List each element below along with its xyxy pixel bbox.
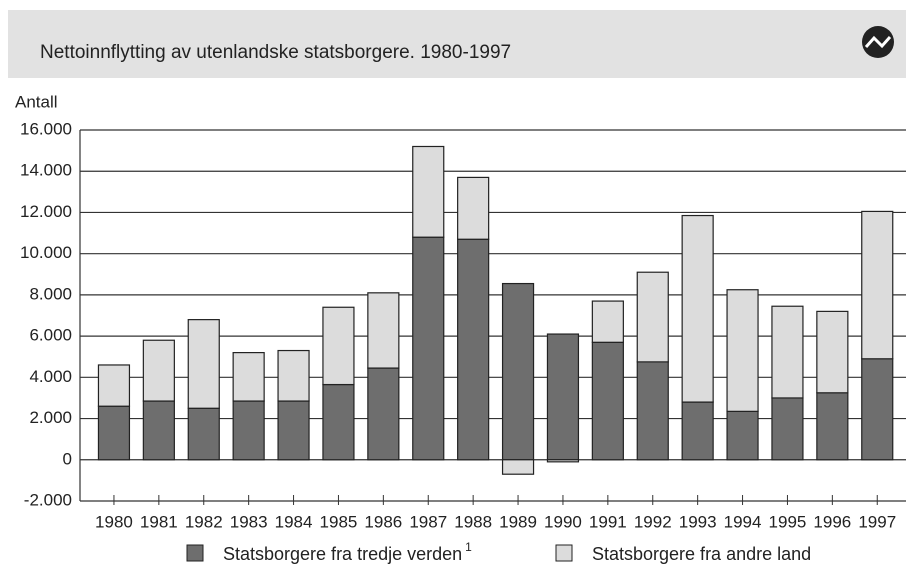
x-tick-label: 1988 xyxy=(454,512,492,531)
y-tick-label: 0 xyxy=(63,449,72,468)
bar-segment xyxy=(591,341,624,461)
bar-segment xyxy=(232,352,265,402)
bar-segment xyxy=(501,459,535,475)
bar-segment xyxy=(142,400,175,461)
y-tick-label: 2.000 xyxy=(29,408,72,427)
bar-segment xyxy=(636,271,669,363)
bar-segment xyxy=(367,367,400,461)
bar-segment xyxy=(681,401,714,461)
legend-footnote: 1 xyxy=(465,540,472,554)
x-tick-label: 1983 xyxy=(230,512,268,531)
bar-segment xyxy=(412,145,445,238)
bar-segment xyxy=(457,176,490,240)
x-tick-label: 1982 xyxy=(185,512,223,531)
logo-mark xyxy=(864,35,892,49)
legend-swatch xyxy=(186,544,204,562)
bar-segment xyxy=(277,400,310,461)
bar-segment xyxy=(457,238,490,461)
x-tick-label: 1980 xyxy=(95,512,133,531)
bar-segment xyxy=(816,392,849,461)
legend-swatch xyxy=(555,544,573,562)
x-tick-label: 1992 xyxy=(634,512,672,531)
bar-segment xyxy=(187,319,220,409)
bar-segment xyxy=(367,292,400,369)
bar-segment xyxy=(232,400,265,461)
legend-label: Statsborgere fra andre land xyxy=(592,544,811,564)
y-axis-label: Antall xyxy=(15,92,58,111)
x-tick-label: 1984 xyxy=(275,512,313,531)
x-tick-label: 1997 xyxy=(858,512,896,531)
bar-segment xyxy=(412,236,445,461)
y-tick-label: -2.000 xyxy=(24,490,72,509)
x-tick-label: 1990 xyxy=(544,512,582,531)
bar-segment xyxy=(591,300,624,343)
bar-segment xyxy=(726,289,759,412)
y-tick-label: 8.000 xyxy=(29,284,72,303)
y-tick-label: 10.000 xyxy=(20,243,72,262)
legend-label: Statsborgere fra tredje verden xyxy=(223,544,462,564)
bar-segment xyxy=(142,339,175,402)
x-tick-label: 1985 xyxy=(320,512,358,531)
x-tick-label: 1994 xyxy=(724,512,762,531)
x-tick-label: 1995 xyxy=(769,512,807,531)
y-tick-label: 4.000 xyxy=(29,367,72,386)
x-tick-label: 1981 xyxy=(140,512,178,531)
bar-segment xyxy=(816,310,849,394)
x-tick-label: 1996 xyxy=(813,512,851,531)
bar-segment xyxy=(861,210,894,360)
y-tick-label: 12.000 xyxy=(20,202,72,221)
bar-segment xyxy=(546,333,580,461)
bar-segment xyxy=(501,282,535,461)
bar-segment xyxy=(322,306,355,386)
x-tick-label: 1993 xyxy=(679,512,717,531)
bar-segment xyxy=(97,364,131,407)
bar-segment xyxy=(771,397,804,461)
x-tick-label: 1987 xyxy=(409,512,447,531)
bar-segment xyxy=(546,459,580,463)
bar-segment xyxy=(322,383,355,461)
bar-segment xyxy=(97,405,131,461)
bar-segment xyxy=(726,410,759,461)
y-tick-label: 16.000 xyxy=(20,119,72,138)
x-tick-label: 1986 xyxy=(364,512,402,531)
bar-segment xyxy=(681,214,714,403)
y-tick-label: 6.000 xyxy=(29,326,72,345)
bar-segment xyxy=(277,349,310,402)
header-band xyxy=(8,10,906,78)
chart-title: Nettoinnflytting av utenlandske statsbor… xyxy=(40,42,511,63)
bar-segment xyxy=(187,407,220,461)
x-tick-label: 1991 xyxy=(589,512,627,531)
bar-segment xyxy=(636,361,669,461)
y-tick-label: 14.000 xyxy=(20,161,72,180)
x-tick-label: 1989 xyxy=(499,512,537,531)
bar-segment xyxy=(861,358,894,461)
bar-segment xyxy=(771,305,804,399)
